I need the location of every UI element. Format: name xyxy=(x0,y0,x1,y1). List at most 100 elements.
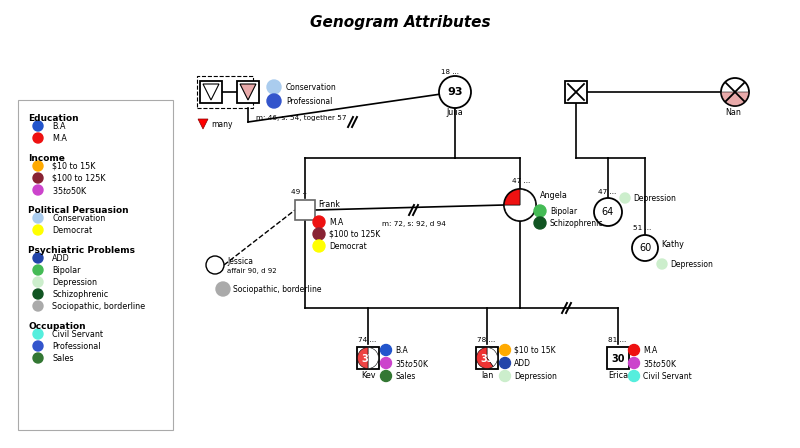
Circle shape xyxy=(33,213,43,223)
Text: Ian: Ian xyxy=(481,370,493,379)
Circle shape xyxy=(33,253,43,263)
Circle shape xyxy=(499,345,510,356)
Text: Sales: Sales xyxy=(52,353,74,362)
Wedge shape xyxy=(487,348,498,366)
Text: Psychiatric Problems: Psychiatric Problems xyxy=(28,246,135,255)
Text: Genogram Attributes: Genogram Attributes xyxy=(310,14,490,30)
Circle shape xyxy=(33,185,43,195)
Text: Julia: Julia xyxy=(446,108,463,116)
Text: 30: 30 xyxy=(611,354,625,364)
Text: Angela: Angela xyxy=(540,190,568,199)
Bar xyxy=(200,81,222,103)
Circle shape xyxy=(381,358,391,369)
Bar xyxy=(357,347,379,369)
Text: $10 to 15K: $10 to 15K xyxy=(52,161,95,171)
Text: Sales: Sales xyxy=(395,371,415,380)
Text: Sociopathic, borderline: Sociopathic, borderline xyxy=(233,284,322,293)
Wedge shape xyxy=(368,348,378,369)
Text: ADD: ADD xyxy=(52,254,70,263)
Circle shape xyxy=(33,133,43,143)
Text: Professional: Professional xyxy=(286,96,332,105)
Text: 51 ...: 51 ... xyxy=(633,225,651,231)
Text: B.A: B.A xyxy=(52,121,66,130)
Text: Depression: Depression xyxy=(670,259,713,268)
Circle shape xyxy=(33,265,43,275)
Circle shape xyxy=(33,161,43,171)
Text: Income: Income xyxy=(28,154,65,163)
Circle shape xyxy=(620,193,630,203)
Text: Conservation: Conservation xyxy=(286,82,337,91)
Text: 93: 93 xyxy=(447,87,462,97)
Polygon shape xyxy=(240,84,256,100)
Text: 64: 64 xyxy=(602,207,614,217)
Text: Frank: Frank xyxy=(318,199,340,208)
Text: $100 to 125K: $100 to 125K xyxy=(52,173,106,182)
Circle shape xyxy=(439,76,471,108)
Polygon shape xyxy=(203,84,219,100)
Text: 49 ..: 49 .. xyxy=(291,189,307,195)
Circle shape xyxy=(267,94,281,108)
Text: ADD: ADD xyxy=(514,358,531,367)
Circle shape xyxy=(629,370,639,382)
Circle shape xyxy=(632,235,658,261)
Text: Schizophrenic: Schizophrenic xyxy=(550,219,603,228)
Text: m: 72, s: 92, d 94: m: 72, s: 92, d 94 xyxy=(382,221,446,227)
Circle shape xyxy=(504,189,536,221)
Text: 37: 37 xyxy=(362,354,374,364)
Circle shape xyxy=(721,78,749,106)
Text: Schizophrenic: Schizophrenic xyxy=(52,289,108,298)
Text: m: 46, s: 54, together 57: m: 46, s: 54, together 57 xyxy=(256,115,346,121)
Circle shape xyxy=(534,205,546,217)
Text: Democrat: Democrat xyxy=(52,225,92,234)
Text: M.A: M.A xyxy=(52,134,67,142)
Text: 78 ...: 78 ... xyxy=(477,337,495,343)
Bar xyxy=(237,81,259,103)
Text: $100 to 125K: $100 to 125K xyxy=(329,229,380,238)
Wedge shape xyxy=(505,190,535,220)
Text: B.A: B.A xyxy=(395,345,408,354)
Bar xyxy=(607,347,629,369)
Text: Bipolar: Bipolar xyxy=(52,266,81,275)
Text: Kev: Kev xyxy=(361,370,375,379)
Polygon shape xyxy=(198,119,208,129)
Circle shape xyxy=(313,240,325,252)
Circle shape xyxy=(33,341,43,351)
Text: 60: 60 xyxy=(639,243,651,253)
Text: Education: Education xyxy=(28,114,78,123)
Text: 18 ...: 18 ... xyxy=(441,69,459,75)
Text: Civil Servant: Civil Servant xyxy=(643,371,692,380)
Circle shape xyxy=(534,217,546,229)
Circle shape xyxy=(33,353,43,363)
Circle shape xyxy=(629,358,639,369)
Circle shape xyxy=(33,289,43,299)
Text: Professional: Professional xyxy=(52,341,101,350)
Text: Depression: Depression xyxy=(633,194,676,202)
Text: $35 to $50K: $35 to $50K xyxy=(395,358,430,369)
Text: Kathy: Kathy xyxy=(661,240,684,249)
Text: Political Persuasion: Political Persuasion xyxy=(28,206,129,215)
Text: M.A: M.A xyxy=(329,217,343,227)
Wedge shape xyxy=(505,190,520,205)
Text: Sociopathic, borderline: Sociopathic, borderline xyxy=(52,302,145,310)
Circle shape xyxy=(33,173,43,183)
Text: 33: 33 xyxy=(480,354,494,364)
Circle shape xyxy=(33,301,43,311)
Circle shape xyxy=(33,329,43,339)
Circle shape xyxy=(313,228,325,240)
Text: many: many xyxy=(211,120,233,129)
Circle shape xyxy=(499,358,510,369)
Bar xyxy=(18,100,173,430)
Text: $35 to $50K: $35 to $50K xyxy=(643,358,678,369)
Text: 74 ...: 74 ... xyxy=(358,337,376,343)
Circle shape xyxy=(216,282,230,296)
Text: Erica: Erica xyxy=(608,370,628,379)
Text: Bipolar: Bipolar xyxy=(550,207,577,215)
Text: M.A: M.A xyxy=(643,345,658,354)
Bar xyxy=(565,81,587,103)
Wedge shape xyxy=(477,348,493,369)
Text: Depression: Depression xyxy=(514,371,557,380)
Text: 47 ...: 47 ... xyxy=(512,178,530,184)
Circle shape xyxy=(381,345,391,356)
Wedge shape xyxy=(722,92,749,105)
Text: Democrat: Democrat xyxy=(329,241,366,250)
